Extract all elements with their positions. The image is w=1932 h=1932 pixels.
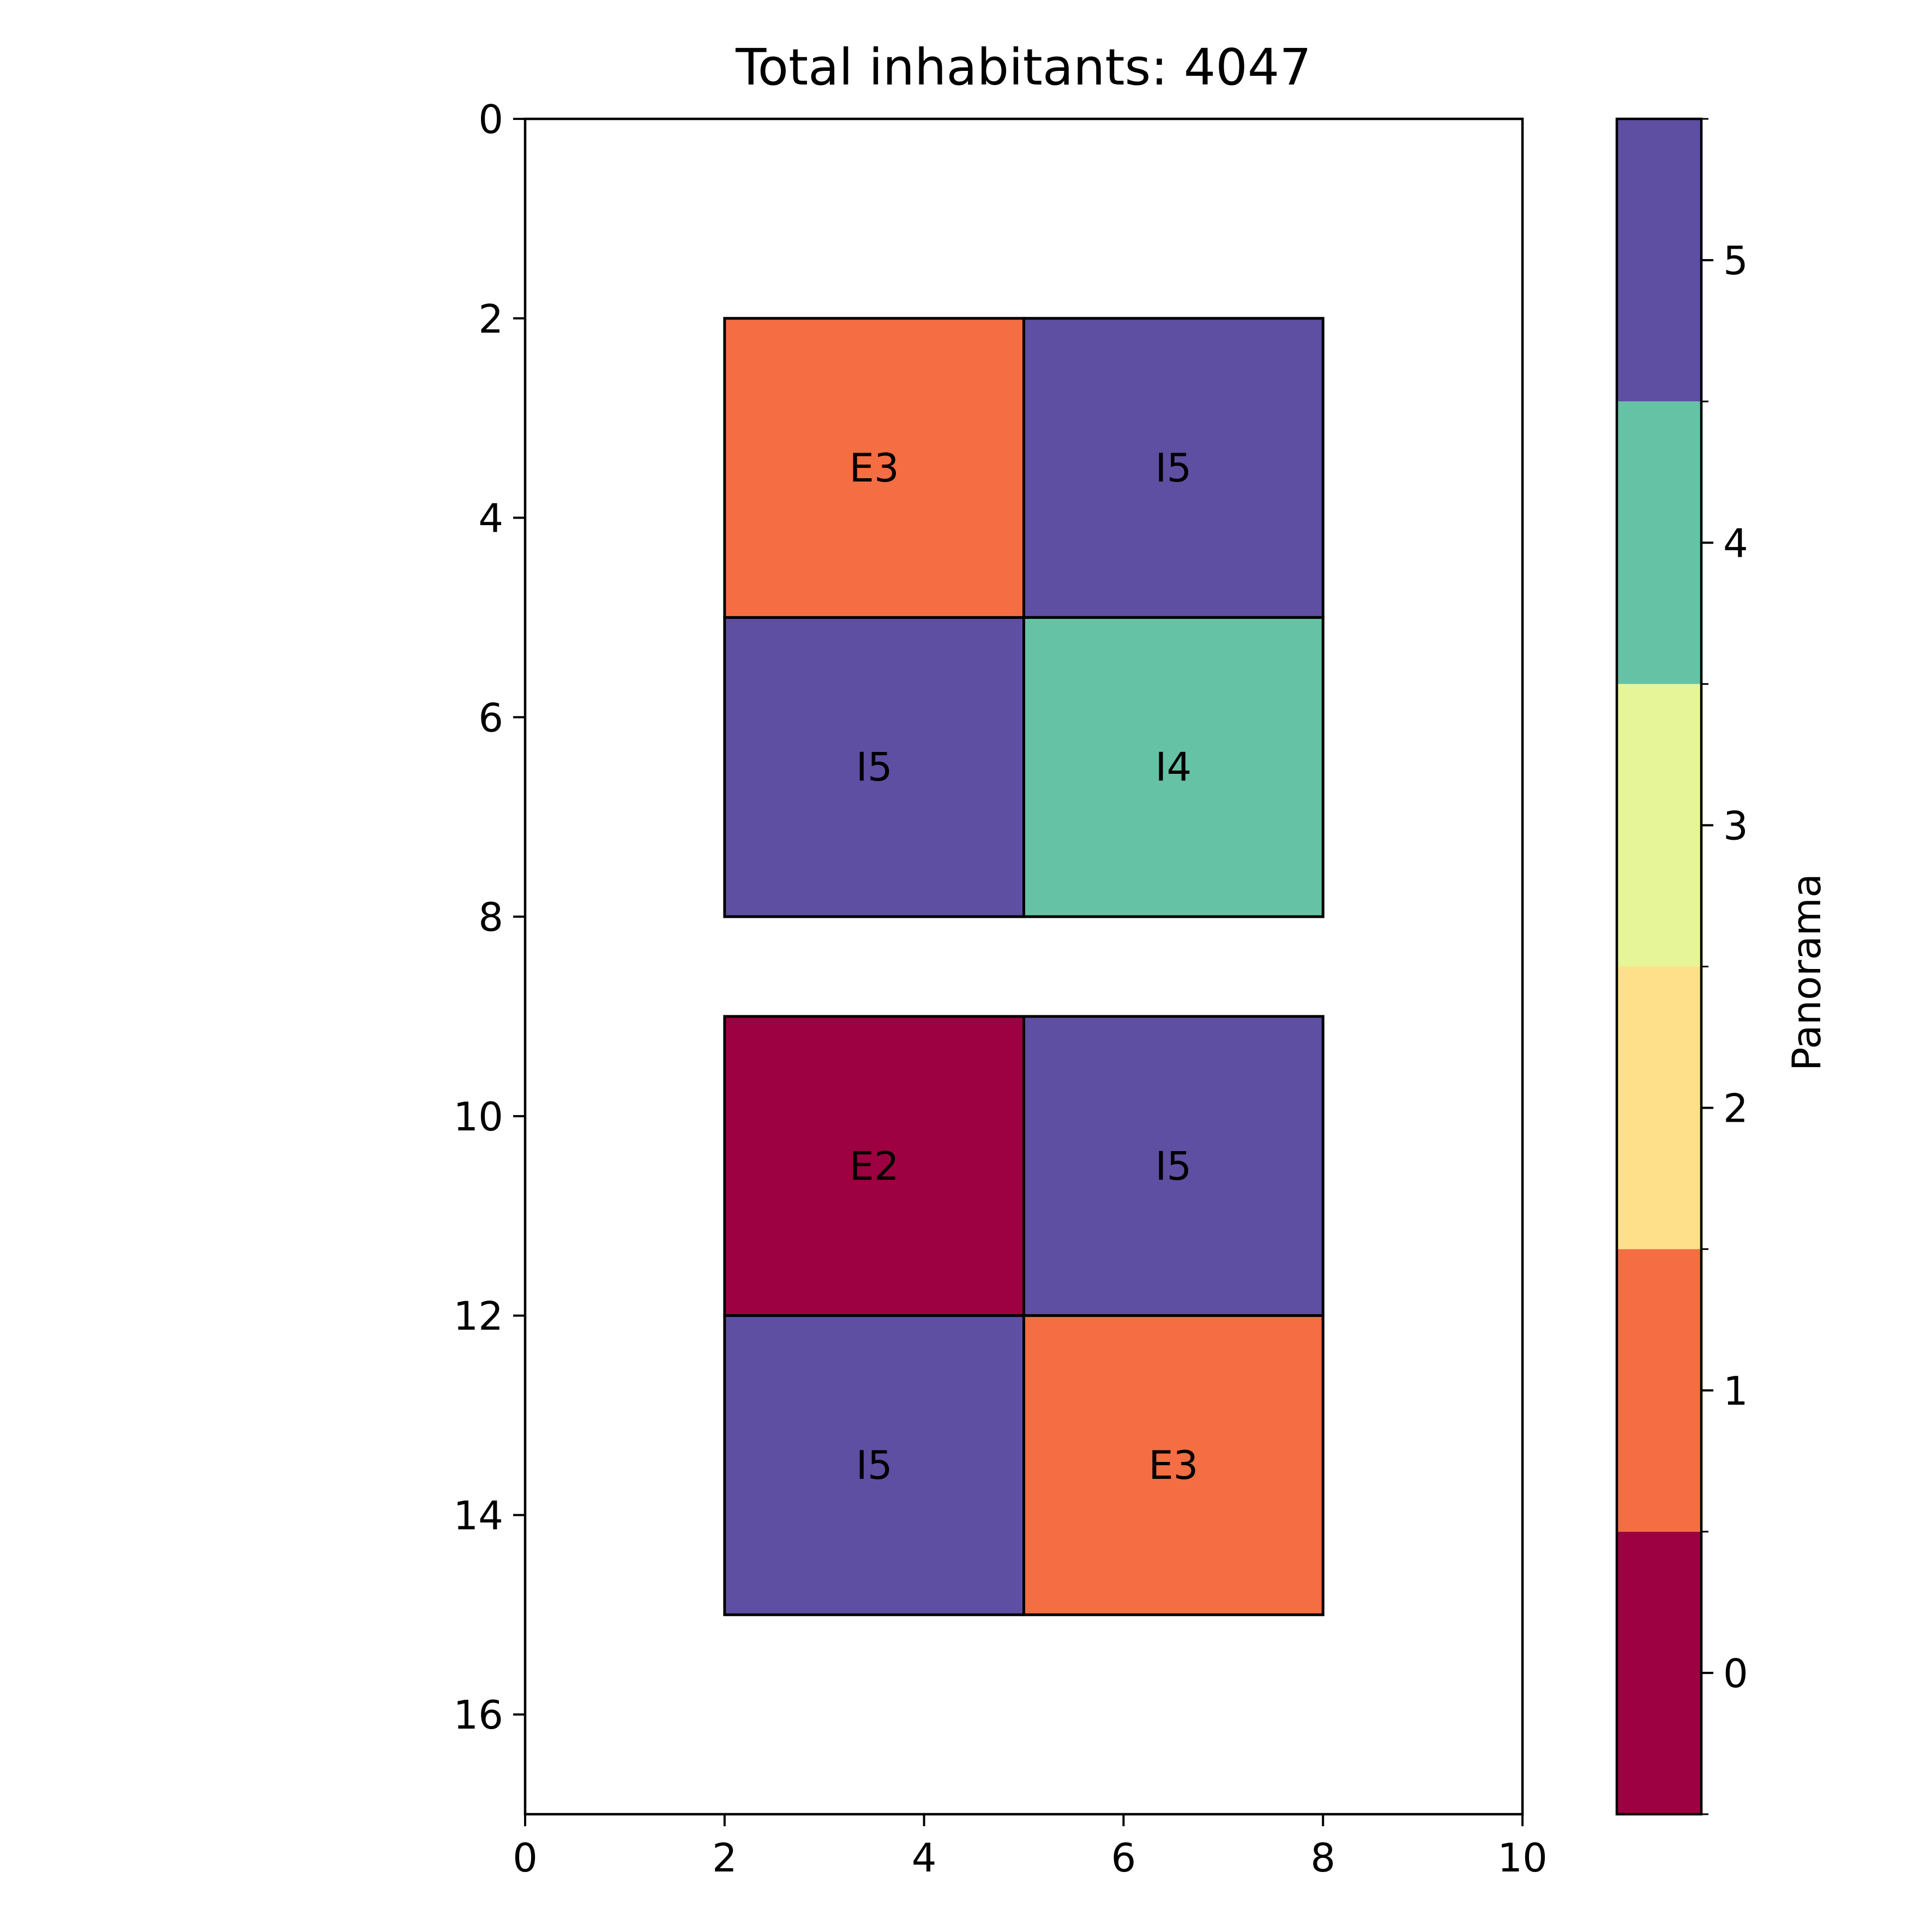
heatmap-cell bbox=[1022, 616, 1325, 918]
heatmap-cell bbox=[723, 317, 1026, 619]
y-tick-label: 4 bbox=[478, 496, 503, 541]
colorbar-segment bbox=[1617, 1531, 1701, 1814]
heatmap-cell bbox=[1022, 317, 1325, 619]
colorbar-tick-label: 4 bbox=[1723, 520, 1748, 566]
heatmap-cell bbox=[723, 616, 1026, 918]
colorbar-segment bbox=[1617, 966, 1701, 1249]
y-tick-label: 14 bbox=[453, 1492, 503, 1538]
y-tick-label: 8 bbox=[478, 894, 503, 940]
cell-label: I4 bbox=[1155, 744, 1191, 790]
x-tick-label: 8 bbox=[1310, 1835, 1335, 1881]
colorbar: 0 1 2 3 4 5 bbox=[1615, 117, 1748, 1816]
cell-label: I5 bbox=[856, 744, 893, 790]
y-tick-label: 2 bbox=[478, 296, 503, 342]
heatmap-cell bbox=[1022, 1314, 1325, 1616]
colorbar-segment bbox=[1617, 684, 1701, 967]
y-tick-label: 16 bbox=[453, 1692, 503, 1738]
cell-label: I5 bbox=[1155, 445, 1191, 491]
y-tick-label: 6 bbox=[478, 695, 503, 741]
colorbar-tick-label: 3 bbox=[1723, 803, 1748, 848]
x-tick-label: 4 bbox=[912, 1835, 937, 1881]
colorbar-tick-label: 5 bbox=[1723, 238, 1748, 284]
cell-label: I5 bbox=[1155, 1143, 1191, 1189]
chart-title: Total inhabitants: 4047 bbox=[735, 38, 1311, 97]
colorbar-tick-label: 0 bbox=[1723, 1651, 1748, 1696]
colorbar-tick-label: 1 bbox=[1723, 1368, 1748, 1414]
x-axis: 0 2 4 6 8 10 bbox=[513, 1814, 1548, 1881]
plot-cells: E3 I5 I5 I4 E2 I5 I5 E3 bbox=[723, 317, 1325, 1616]
y-axis: 0 2 4 6 8 10 12 14 16 bbox=[453, 97, 525, 1738]
cell-label: I5 bbox=[856, 1442, 893, 1488]
colorbar-segment bbox=[1617, 401, 1701, 684]
y-tick-label: 10 bbox=[453, 1094, 503, 1140]
x-tick-label: 2 bbox=[712, 1835, 737, 1881]
colorbar-segment bbox=[1617, 119, 1701, 402]
x-tick-label: 0 bbox=[513, 1835, 538, 1881]
colorbar-label: Panorama bbox=[1784, 874, 1829, 1071]
x-tick-label: 10 bbox=[1497, 1835, 1548, 1881]
colorbar-tick-label: 2 bbox=[1723, 1086, 1748, 1131]
colorbar-segment bbox=[1617, 1249, 1701, 1532]
cell-label: E3 bbox=[1148, 1442, 1198, 1488]
y-tick-label: 0 bbox=[478, 97, 503, 142]
x-tick-label: 6 bbox=[1111, 1835, 1136, 1881]
heatmap-cell bbox=[1022, 1015, 1325, 1317]
cell-label: E2 bbox=[849, 1143, 899, 1189]
cell-label: E3 bbox=[849, 445, 899, 491]
plot-frame bbox=[523, 117, 1524, 1816]
y-tick-label: 12 bbox=[453, 1293, 503, 1339]
